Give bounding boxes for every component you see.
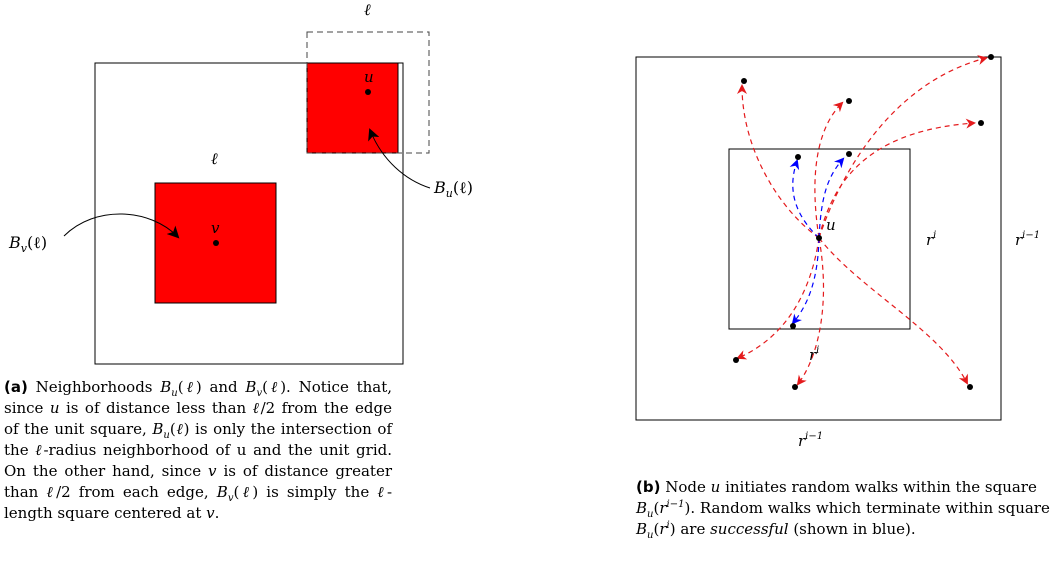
node-u-dot-b: [816, 235, 822, 241]
endpoint: [846, 98, 852, 104]
caption-a-tag: (a): [4, 378, 28, 396]
label-ell-mid: ℓ: [211, 149, 218, 168]
endpoint: [967, 384, 973, 390]
label-ri1-right: ri−1: [1015, 230, 1040, 249]
endpoint: [733, 357, 739, 363]
arrow-to-bu: [368, 128, 431, 189]
node-u-dot: [365, 89, 371, 95]
walk-blue-2: [818, 157, 845, 239]
node-v-dot: [213, 240, 219, 246]
red-walks: [736, 55, 988, 386]
walk-red-1: [737, 84, 820, 239]
walk-red-5: [736, 237, 820, 360]
endpoint: [790, 323, 796, 329]
panel-a: ℓ ℓ u v Bu(ℓ) Bv(ℓ): [8, 0, 473, 365]
walk-endpoints: [733, 54, 994, 390]
neighborhood-u: [306, 62, 399, 154]
endpoint: [741, 78, 747, 84]
walk-red-3: [818, 118, 976, 239]
endpoint: [846, 151, 852, 157]
label-ri-bottom: ri: [809, 345, 819, 364]
unit-square-a: [94, 62, 404, 365]
endpoint: [988, 54, 994, 60]
label-u-b: u: [826, 216, 836, 234]
caption-a-text: Neighborhoods Bu(ℓ) and Bv(ℓ). Notice th…: [4, 378, 393, 522]
caption-a: (a) Neighborhoods Bu(ℓ) and Bv(ℓ). Notic…: [4, 377, 392, 524]
endpoint: [795, 154, 801, 160]
panel-b: u ri ri ri−1 ri−1: [635, 54, 1040, 450]
caption-b-tag: (b): [636, 478, 661, 496]
label-ri1-bottom: ri−1: [798, 431, 823, 450]
walk-red-4: [818, 55, 988, 239]
arrow-to-bv: [63, 213, 180, 239]
walk-red-6: [796, 237, 825, 386]
walk-blue-3: [791, 237, 820, 325]
label-v-a: v: [211, 219, 220, 237]
dashed-ell-square: [306, 31, 430, 154]
label-ell-top: ℓ: [364, 0, 371, 19]
endpoint: [978, 120, 984, 126]
label-bu: Bu(ℓ): [433, 178, 473, 200]
label-bv: Bv(ℓ): [8, 233, 47, 255]
caption-b-text: Node u initiates random walks within the…: [636, 478, 1050, 541]
endpoint: [792, 384, 798, 390]
walk-blue-1: [789, 159, 820, 239]
blue-walks: [789, 157, 845, 325]
label-ri-right: ri: [926, 230, 936, 249]
caption-b: (b) Node u initiates random walks within…: [636, 477, 1056, 541]
outer-square-b: [635, 56, 1002, 421]
label-u-a: u: [364, 68, 374, 86]
walk-red-2: [814, 101, 844, 239]
walk-red-7: [818, 237, 968, 385]
